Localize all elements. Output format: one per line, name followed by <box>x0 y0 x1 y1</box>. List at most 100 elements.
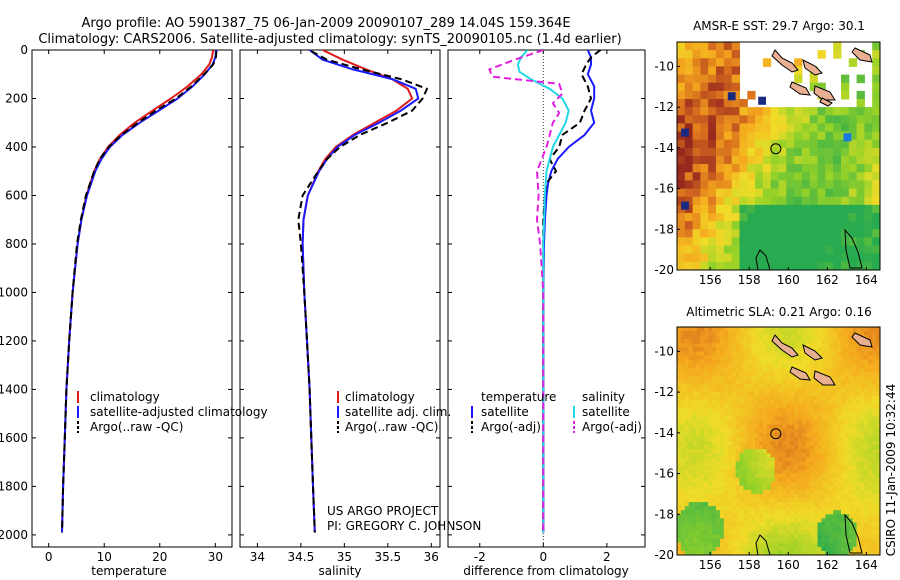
heatmap-cell <box>716 355 721 361</box>
heatmap-cell <box>680 384 686 389</box>
heatmap-cell <box>743 359 748 365</box>
heatmap-cell <box>747 164 756 173</box>
heatmap-cell <box>860 441 865 446</box>
heatmap-cell <box>696 347 701 352</box>
heatmap-cell <box>774 469 779 475</box>
heatmap-cell <box>704 453 709 458</box>
x-tick-label: 34 <box>250 550 265 564</box>
heatmap-cell <box>794 518 799 523</box>
heatmap-cell <box>825 396 830 401</box>
heatmap-cell <box>716 351 721 356</box>
heatmap-cell <box>684 457 690 462</box>
heatmap-cell <box>677 139 686 149</box>
heatmap-cell <box>798 331 803 336</box>
heatmap-cell <box>700 363 705 369</box>
heatmap-cell <box>692 473 697 479</box>
heatmap-cell <box>794 327 799 332</box>
heatmap-cell <box>692 424 697 430</box>
heatmap-cell <box>798 404 803 409</box>
heatmap-cell <box>712 481 717 487</box>
heatmap-cell <box>684 123 694 132</box>
heatmap-cell <box>809 465 815 470</box>
heatmap-cell <box>786 339 791 344</box>
heatmap-cell <box>844 473 850 479</box>
heatmap-cell <box>841 416 846 422</box>
heatmap-cell <box>872 164 880 173</box>
heatmap-cell <box>856 400 861 405</box>
heatmap-cell <box>852 351 858 356</box>
heatmap-cell <box>723 347 729 352</box>
heatmap-cell <box>786 343 791 348</box>
heatmap-cell <box>876 412 880 418</box>
heatmap-cell <box>747 469 752 475</box>
heatmap-cell <box>790 408 795 413</box>
heatmap-cell <box>751 457 756 462</box>
heatmap-cell <box>868 416 873 422</box>
heatmap-cell <box>833 221 842 230</box>
heatmap-cell <box>700 327 705 332</box>
heatmap-cell <box>700 156 709 165</box>
heatmap-cell <box>696 477 701 483</box>
heatmap-cell <box>778 510 783 515</box>
heatmap-cell <box>696 522 701 527</box>
heatmap-cell <box>680 432 686 438</box>
heatmap-cell <box>809 518 815 523</box>
heatmap-cell <box>739 351 744 356</box>
heatmap-cell <box>723 58 733 67</box>
heatmap-cell <box>809 204 818 214</box>
heatmap-cell <box>723 481 729 487</box>
heatmap-cell <box>825 388 830 393</box>
heatmap-cell <box>723 229 733 238</box>
heatmap-cell <box>837 347 842 352</box>
heatmap-cell <box>872 371 877 377</box>
heatmap-cell <box>735 404 740 409</box>
heatmap-cell <box>825 139 834 149</box>
heatmap-cell <box>766 392 772 397</box>
heatmap-cell <box>708 343 713 348</box>
heatmap-cell <box>790 453 795 458</box>
heatmap-cell <box>723 384 729 389</box>
heatmap-cell <box>856 221 865 230</box>
heatmap-cell <box>778 388 783 393</box>
heatmap-cell <box>743 420 748 426</box>
heatmap-cell <box>677 432 682 438</box>
heatmap-cell <box>684 498 690 503</box>
heatmap-cell <box>677 449 682 454</box>
heatmap-cell <box>700 123 709 132</box>
heatmap-cell <box>868 355 873 361</box>
heatmap-cell <box>848 518 854 523</box>
heatmap-cell <box>786 237 795 246</box>
heatmap-cell <box>872 534 877 540</box>
heatmap-cell <box>696 526 701 532</box>
heatmap-cell <box>762 465 768 470</box>
heatmap-cell <box>704 526 709 532</box>
heatmap-cell <box>727 416 733 422</box>
heatmap-cell <box>692 489 697 495</box>
heatmap-cell <box>731 477 737 483</box>
heatmap-cell <box>766 367 772 373</box>
heatmap-cell <box>825 514 830 519</box>
heatmap-cell <box>751 514 756 519</box>
heatmap-cell <box>755 123 764 132</box>
heatmap-cell <box>860 359 865 365</box>
heatmap-cell <box>825 408 830 413</box>
heatmap-cell <box>786 542 791 548</box>
heatmap-cell <box>817 237 826 246</box>
heatmap-cell <box>708 489 713 495</box>
heatmap-cell <box>790 502 795 507</box>
heatmap-cell <box>751 477 756 483</box>
heatmap-cell <box>876 542 880 548</box>
heatmap-cell <box>801 237 811 246</box>
heatmap-cell <box>872 473 877 479</box>
heatmap-cell <box>829 392 834 397</box>
heatmap-cell <box>809 221 818 230</box>
heatmap-cell <box>801 465 807 470</box>
heatmap-cell <box>692 229 701 238</box>
heatmap-cell <box>739 461 744 466</box>
heatmap-cell <box>794 506 799 511</box>
heatmap-cell <box>700 107 709 116</box>
heatmap-cell <box>844 465 850 470</box>
heatmap-cell <box>739 542 744 548</box>
heatmap-cell <box>833 213 842 222</box>
heatmap-cell <box>704 538 709 544</box>
